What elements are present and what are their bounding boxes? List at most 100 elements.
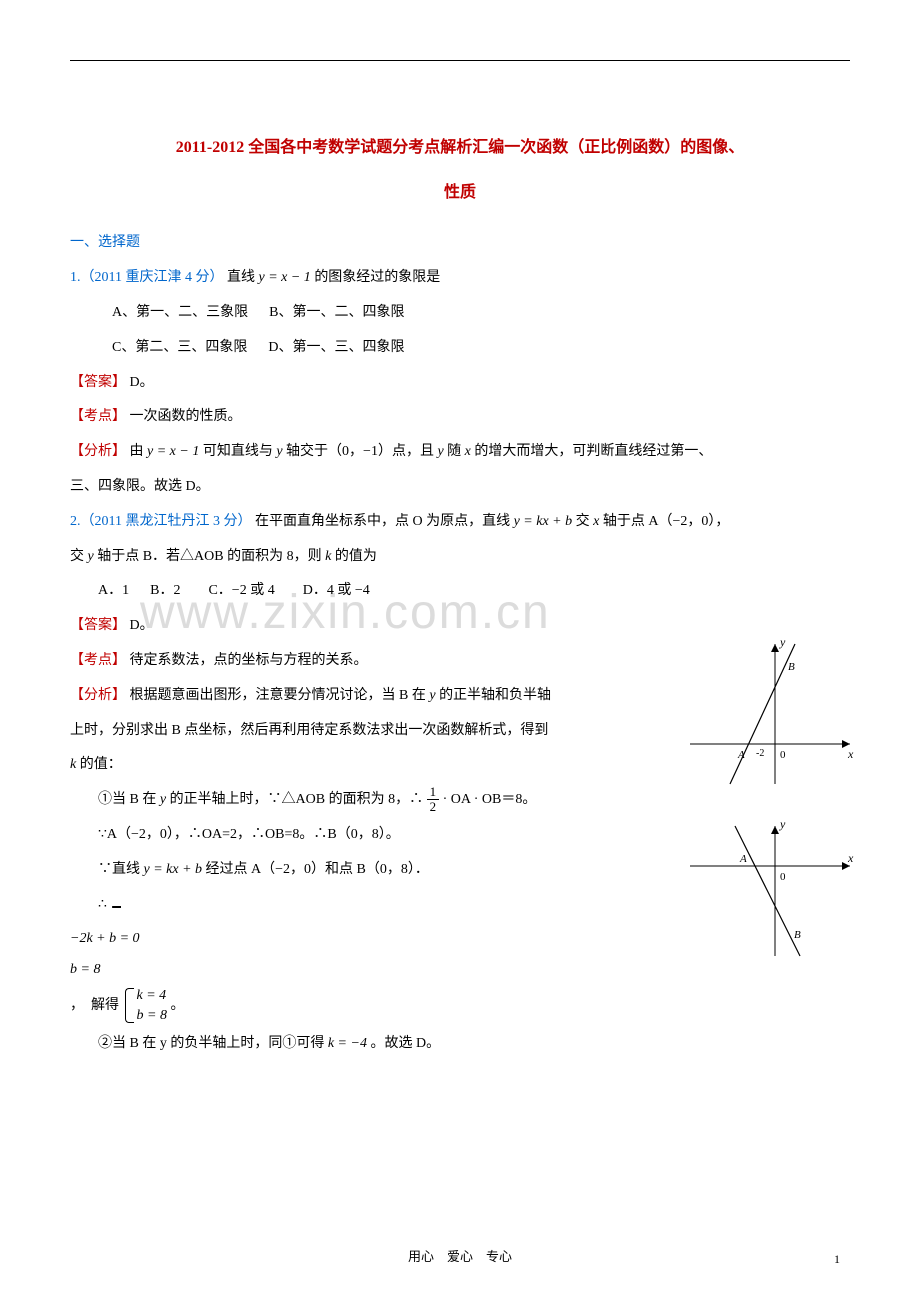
g2-B: B <box>794 929 801 941</box>
q2-an-l1b: 的正半轴和负半轴 <box>439 688 551 703</box>
q1-opts-row2: C、第二、三、四象限 D、第一、三、四象限 <box>70 333 850 364</box>
q1-optC: C、第二、三、四象限 <box>112 340 247 355</box>
g2-x: x <box>847 851 854 865</box>
q2-ans-val: D。 <box>130 618 154 633</box>
g1-x: x <box>847 747 854 761</box>
q1-an-eq: y = x − 1 <box>147 444 199 459</box>
q2-l2a: 交 <box>70 549 88 564</box>
q2-optC: C．−2 或 4 <box>208 583 274 598</box>
page-number: 1 <box>834 1246 840 1272</box>
g2-o: 0 <box>780 871 786 883</box>
q2-step5a: ②当 B 在 y 的负半轴上时，同①可得 <box>98 1036 328 1051</box>
q2-step1: ①当 B 在 y 的正半轴上时，∵△AOB 的面积为 8，∴ 1 2 · OA … <box>70 785 630 816</box>
q2-an-l1: 根据题意画出图形，注意要分情况讨论，当 B 在 <box>130 688 430 703</box>
q1-stem: 1.（2011 重庆江津 4 分） 直线 y = x − 1 的图象经过的象限是 <box>70 263 850 294</box>
footer: 用心 爱心 专心 <box>0 1243 920 1272</box>
q1-analysis-l2: 三、四象限。故选 D。 <box>70 472 850 503</box>
title-sub: 性质 <box>70 175 850 210</box>
q2-opts: A．1 B．2 C．−2 或 4 D．4 或 −4 <box>70 576 850 607</box>
q2-step1b: 的正半轴上时，∵△AOB 的面积为 8，∴ <box>170 792 424 807</box>
q2-step3: ∵直线 y = kx + b 经过点 A（−2，0）和点 B（0，8）． <box>70 855 630 886</box>
q1-an-3: 轴交于（0，−1）点，且 <box>286 444 437 459</box>
answer-label: 【答案】 <box>70 618 126 633</box>
q2-analysis-l3: k 的值： <box>70 750 630 781</box>
q1-an-x: x <box>465 444 471 459</box>
q1-an-5: 的增大而增大，可判断直线经过第一、 <box>474 444 712 459</box>
system-2: k = 4 b = 8 <box>123 986 167 1025</box>
g1-Atick: -2 <box>756 748 764 759</box>
q1-eq: y = x − 1 <box>258 270 310 285</box>
q2-step5eq: k = −4 <box>328 1036 367 1051</box>
frac-den: 2 <box>427 800 440 814</box>
q1-an-1: 由 <box>130 444 148 459</box>
sys2b: b = 8 <box>137 1006 167 1026</box>
graph-top: y x 0 A -2 B <box>680 634 860 794</box>
q1-opts-row1: A、第一、二、三象限 B、第一、二、四象限 <box>70 298 850 329</box>
q2-k: k <box>325 549 331 564</box>
q2-step4: ∴ <box>70 890 630 921</box>
q2-analysis-l2: 上时，分别求出 B 点坐标，然后再利用待定系数法求出一次函数解析式，得到 <box>70 716 630 747</box>
q2-step3a: ∵直线 <box>98 862 144 877</box>
q2-step5: ②当 B 在 y 的负半轴上时，同①可得 k = −4 。故选 D。 <box>70 1029 630 1060</box>
q1-body2: 的图象经过的象限是 <box>314 270 440 285</box>
graph-bottom: y x 0 A B <box>680 816 860 966</box>
q2-an-l3b: 的值： <box>80 757 122 772</box>
q2-stem: 2.（2011 黑龙江牡丹江 3 分） 在平面直角坐标系中，点 O 为原点，直线… <box>70 507 850 538</box>
q2-l2b: 轴于点 B．若△AOB 的面积为 8，则 <box>97 549 325 564</box>
q2-step4-end: 。 <box>170 998 184 1013</box>
q1-head: 1.（2011 重庆江津 4 分） <box>70 270 223 285</box>
q1-kaodian: 【考点】 一次函数的性质。 <box>70 402 850 433</box>
q2-l2c: 的值为 <box>335 549 377 564</box>
analysis-label: 【分析】 <box>70 444 126 459</box>
q2-step1c: · OA · OB＝8。 <box>443 792 537 807</box>
q1-analysis: 【分析】 由 y = x − 1 可知直线与 y 轴交于（0，−1）点，且 y … <box>70 437 850 468</box>
q1-optB: B、第一、二、四象限 <box>269 305 404 320</box>
q2-y: y <box>88 549 94 564</box>
kaodian-label: 【考点】 <box>70 653 126 668</box>
g1-y: y <box>779 635 786 649</box>
q2-optD: D．4 或 −4 <box>303 583 370 598</box>
q2-step1y: y <box>160 792 166 807</box>
q2-optB: B．2 <box>150 583 180 598</box>
q2-step3b: 经过点 A（−2，0）和点 B（0，8）． <box>206 862 429 877</box>
q1-an-y: y <box>276 444 282 459</box>
q1-kd-val: 一次函数的性质。 <box>130 409 242 424</box>
q2-step5b: 。故选 D。 <box>370 1036 440 1051</box>
q2-step1a: ①当 B 在 <box>98 792 160 807</box>
q1-ans-val: D。 <box>130 375 154 390</box>
q2-body1: 在平面直角坐标系中，点 O 为原点，直线 <box>255 514 514 529</box>
q2-analysis-l1: 【分析】 根据题意画出图形，注意要分情况讨论，当 B 在 y 的正半轴和负半轴 <box>70 681 630 712</box>
q1-optD: D、第一、三、四象限 <box>268 340 404 355</box>
g1-A: A <box>737 749 745 761</box>
q1-an-y2: y <box>437 444 443 459</box>
q2-body3: 轴于点 A（−2，0）， <box>603 514 730 529</box>
q2-x: x <box>593 514 599 529</box>
frac-num: 1 <box>427 785 440 800</box>
g1-B: B <box>788 661 795 673</box>
g2-y: y <box>779 817 786 831</box>
g2-A: A <box>739 853 747 865</box>
q1-body: 直线 <box>227 270 259 285</box>
q2-step4-pre: ∴ <box>98 897 107 912</box>
section-heading: 一、选择题 <box>70 228 850 259</box>
q2-an-y: y <box>429 688 435 703</box>
q2-optA: A．1 <box>98 583 129 598</box>
q2-kaodian: 【考点】 待定系数法，点的坐标与方程的关系。 <box>70 646 630 677</box>
sys2a: k = 4 <box>137 986 167 1006</box>
analysis-label: 【分析】 <box>70 688 126 703</box>
q1-an-4: 随 <box>447 444 465 459</box>
q2-eq: y = kx + b <box>514 514 573 529</box>
q2-head: 2.（2011 黑龙江牡丹江 3 分） <box>70 514 251 529</box>
q1-optA: A、第一、二、三象限 <box>112 305 248 320</box>
q2-body2: 交 <box>576 514 594 529</box>
q2-an-l3a: k <box>70 757 76 772</box>
title-main: 2011-2012 全国各中考数学试题分考点解析汇编一次函数（正比例函数）的图像… <box>70 130 850 165</box>
q1-answer: 【答案】 D。 <box>70 368 850 399</box>
q2-kd-val: 待定系数法，点的坐标与方程的关系。 <box>130 653 368 668</box>
fraction-half: 1 2 <box>427 785 440 815</box>
g1-o: 0 <box>780 749 786 761</box>
kaodian-label: 【考点】 <box>70 409 126 424</box>
q1-an-2: 可知直线与 <box>203 444 277 459</box>
q2-step2: ∵A（−2，0），∴OA=2，∴OB=8。∴B（0，8）。 <box>70 820 630 851</box>
answer-label: 【答案】 <box>70 375 126 390</box>
